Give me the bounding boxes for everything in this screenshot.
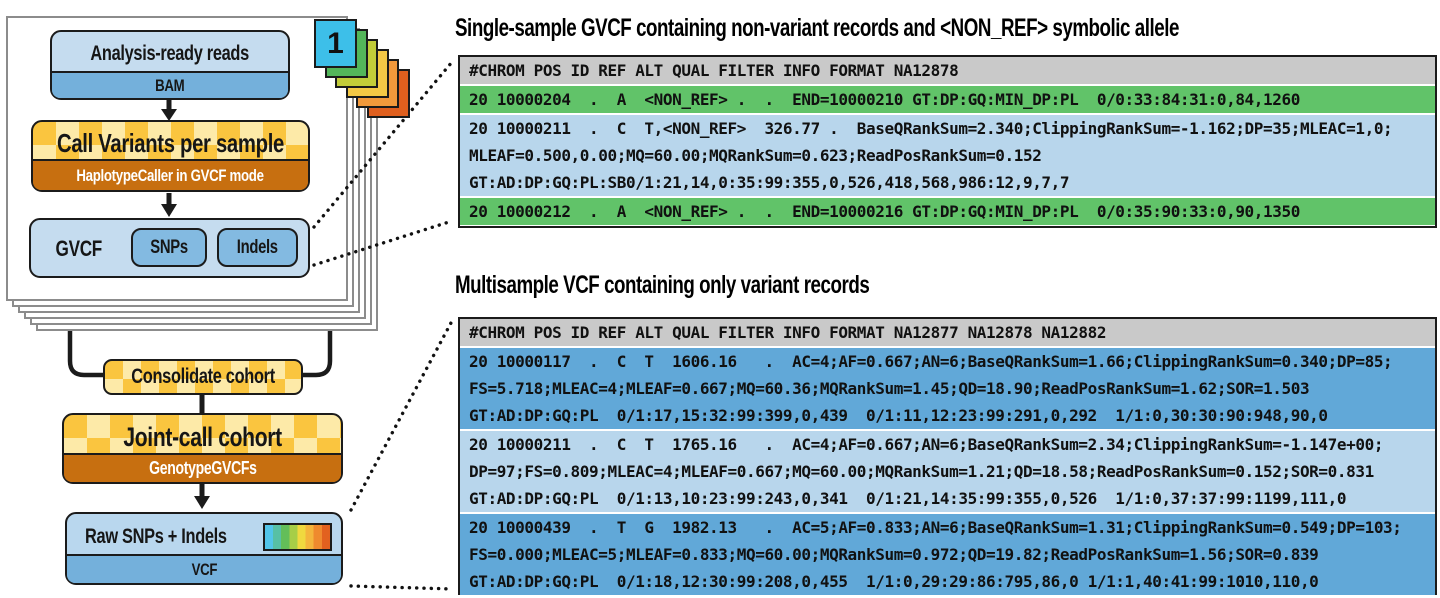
node-raw-snps-indels: Raw SNPs + Indels VCF bbox=[65, 512, 343, 585]
node-gvcf: GVCF SNPs Indels bbox=[29, 218, 310, 278]
node-joint-call-cohort: Joint-call cohort GenotypeGVCFs bbox=[62, 413, 343, 484]
vcf-line: GT:AD:DP:GQ:PL 0/1:13,10:23:99:243,0,341… bbox=[469, 489, 1347, 508]
node-label: Consolidate cohort bbox=[131, 365, 275, 388]
node-consolidate-cohort: Consolidate cohort bbox=[103, 359, 303, 395]
tool-label: HaplotypeCaller in GVCF mode bbox=[76, 165, 265, 185]
vcf-header-row: #CHROM POS ID REF ALT QUAL FILTER INFO F… bbox=[460, 319, 1435, 346]
format-label: VCF bbox=[191, 559, 217, 579]
vcf-line: 20 10000211 . C T 1765.16 . AC=4;AF=0.66… bbox=[469, 435, 1384, 454]
node-call-variants: Call Variants per sample HaplotypeCaller… bbox=[31, 120, 310, 192]
vcf-record: 20 10000439 . T G 1982.13 . AC=5;AF=0.83… bbox=[460, 514, 1435, 595]
vcf-panel: #CHROM POS ID REF ALT QUAL FILTER INFO F… bbox=[458, 317, 1437, 595]
vcf-panel-title: Multisample VCF containing only variant … bbox=[455, 271, 870, 299]
node-label: Analysis-ready reads bbox=[90, 41, 250, 65]
merge-bracket-left bbox=[67, 331, 103, 378]
vcf-header-line: #CHROM POS ID REF ALT QUAL FILTER INFO F… bbox=[469, 323, 1107, 342]
node-label: Raw SNPs + Indels bbox=[85, 525, 227, 548]
rainbow-strip-icon bbox=[263, 523, 332, 551]
genotypegvcfs-band: GenotypeGVCFs bbox=[64, 453, 341, 482]
sample-tab-1-label: 1 bbox=[327, 26, 344, 60]
vcf-line: DP=97;FS=0.809;MLEAC=4;MLEAF=0.667;MQ=60… bbox=[469, 462, 1374, 481]
vcf-header-line: #CHROM POS ID REF ALT QUAL FILTER INFO F… bbox=[469, 61, 959, 80]
haplotypecaller-band: HaplotypeCaller in GVCF mode bbox=[33, 159, 308, 190]
vcf-record: 20 10000211 . C T 1765.16 . AC=4;AF=0.66… bbox=[460, 431, 1435, 512]
gvcf-record-nonvariant: 20 10000204 . A <NON_REF> . . END=100002… bbox=[460, 86, 1435, 113]
gvcf-panel: #CHROM POS ID REF ALT QUAL FILTER INFO F… bbox=[458, 55, 1437, 228]
merge-bracket-right bbox=[303, 331, 333, 378]
node-analysis-ready-reads: Analysis-ready reads BAM bbox=[50, 30, 290, 100]
vcf-line: GT:AD:DP:GQ:PL 0/1:18,12:30:99:208,0,455… bbox=[469, 572, 1319, 591]
vcf-line: MLEAF=0.500,0.00;MQ=60.00;MQRankSum=0.62… bbox=[469, 146, 1042, 165]
arrowhead bbox=[194, 496, 210, 509]
vcf-line: 20 10000204 . A <NON_REF> . . END=100002… bbox=[469, 90, 1300, 109]
gvcf-record-variant: 20 10000211 . C T,<NON_REF> 326.77 . Bas… bbox=[460, 115, 1435, 196]
vcf-line: 20 10000212 . A <NON_REF> . . END=100002… bbox=[469, 202, 1300, 221]
snps-label: SNPs bbox=[150, 236, 188, 258]
gvcf-header-row: #CHROM POS ID REF ALT QUAL FILTER INFO F… bbox=[460, 57, 1435, 84]
node-label: Call Variants per sample bbox=[57, 128, 284, 158]
indels-label: Indels bbox=[237, 236, 278, 258]
bam-format-band: BAM bbox=[52, 71, 288, 98]
gvcf-panel-title: Single-sample GVCF containing non-varian… bbox=[455, 14, 1180, 42]
vcf-line: 20 10000117 . C T 1606.16 . AC=4;AF=0.66… bbox=[469, 352, 1393, 371]
snps-chip: SNPs bbox=[131, 228, 207, 267]
node-label: Joint-call cohort bbox=[123, 421, 282, 452]
vcf-record: 20 10000117 . C T 1606.16 . AC=4;AF=0.66… bbox=[460, 348, 1435, 429]
vcf-line: FS=5.718;MLEAC=4;MLEAF=0.667;MQ=60.36;MQ… bbox=[469, 379, 1310, 398]
format-label: BAM bbox=[155, 75, 185, 95]
vcf-line: 20 10000439 . T G 1982.13 . AC=5;AF=0.83… bbox=[469, 518, 1402, 537]
vcf-line: FS=0.000;MLEAC=5;MLEAF=0.833;MQ=60.00;MQ… bbox=[469, 545, 1319, 564]
vcf-format-band: VCF bbox=[67, 554, 341, 583]
callout-vcf-to-panel-top bbox=[349, 319, 454, 512]
indels-chip: Indels bbox=[217, 228, 298, 267]
sample-tab-1: 1 bbox=[314, 19, 357, 68]
callout-vcf-to-panel-bottom bbox=[349, 584, 454, 591]
vcf-line: GT:AD:DP:GQ:PL 0/1:17,15:32:99:399,0,439… bbox=[469, 406, 1328, 425]
vcf-line: GT:AD:DP:GQ:PL:SB0/1:21,14,0:35:99:355,0… bbox=[469, 173, 1070, 192]
gvcf-record-nonvariant: 20 10000212 . A <NON_REF> . . END=100002… bbox=[460, 198, 1435, 225]
vcf-line: 20 10000211 . C T,<NON_REF> 326.77 . Bas… bbox=[469, 119, 1393, 138]
gvcf-label: GVCF bbox=[55, 236, 103, 261]
tool-label: GenotypeGVCFs bbox=[148, 458, 257, 478]
